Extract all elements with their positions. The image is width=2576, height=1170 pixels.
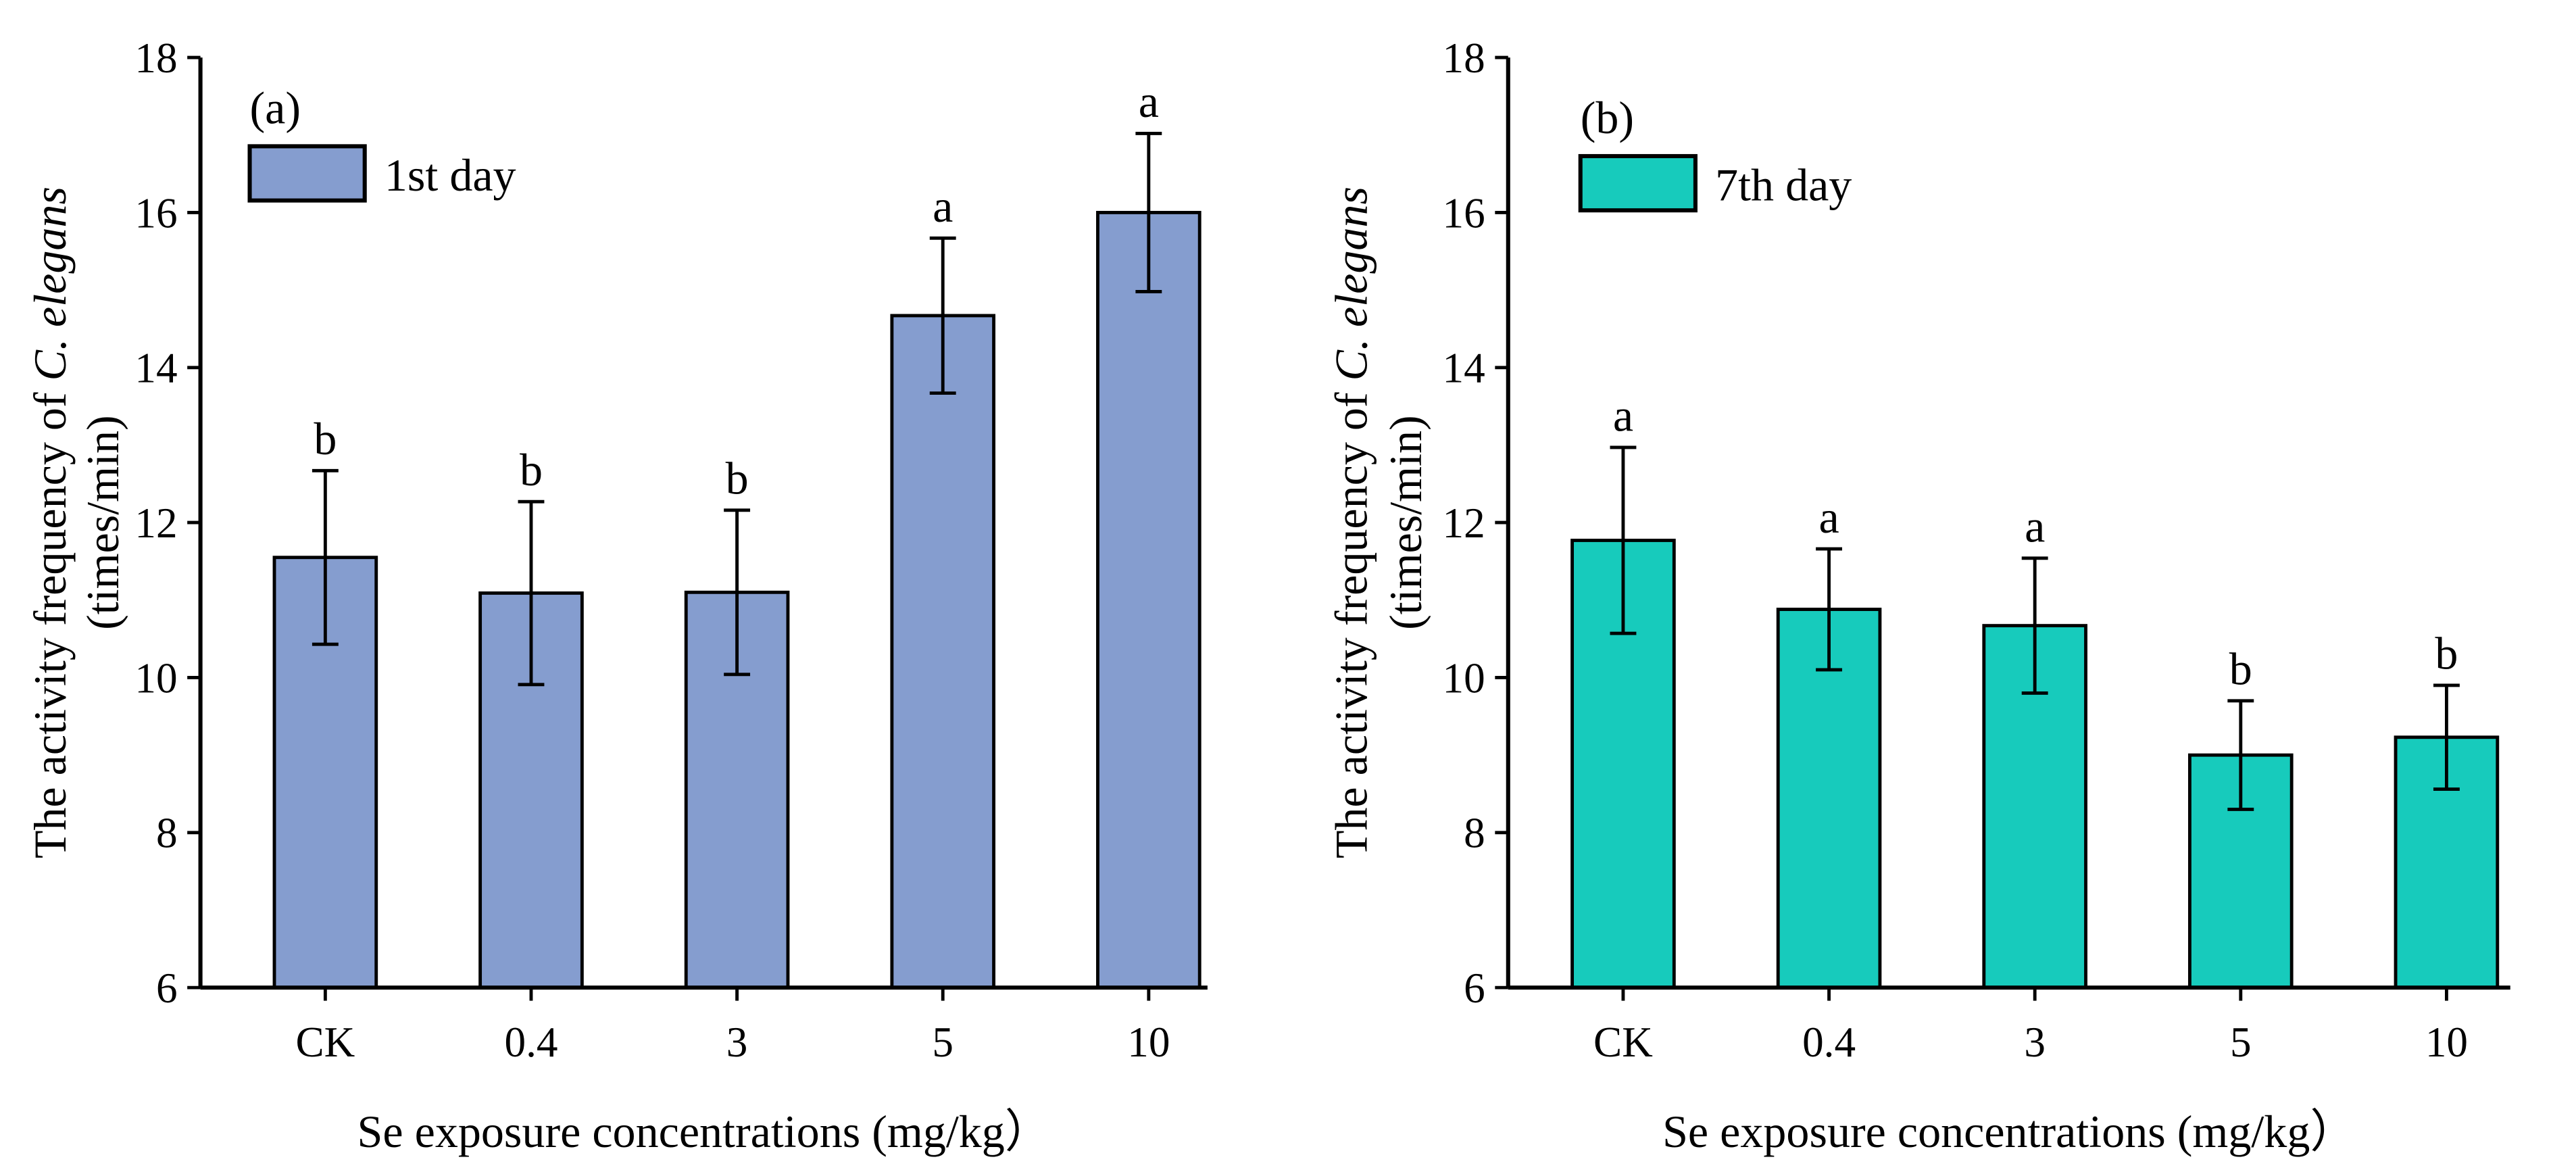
significance-label: b <box>314 413 337 464</box>
y-axis-label-line1: The activity frequency of C. elegans <box>24 187 76 858</box>
y-tick-label: 18 <box>134 34 177 82</box>
y-tick-label: 10 <box>1443 654 1485 702</box>
legend-label: 7th day <box>1715 160 1852 211</box>
x-tick-label: CK <box>1593 1019 1653 1066</box>
significance-label: a <box>933 180 953 232</box>
y-tick-label: 8 <box>1464 810 1485 857</box>
y-axis-label-line2: (times/min) <box>1380 415 1431 630</box>
significance-label: b <box>520 444 543 495</box>
x-tick-label: 5 <box>2230 1019 2252 1066</box>
x-tick-label: 5 <box>932 1019 953 1066</box>
y-axis-label-line1: The activity frequency of C. elegans <box>1326 187 1377 858</box>
significance-label: a <box>2025 501 2045 552</box>
y-tick-label: 10 <box>134 654 177 702</box>
y-axis-label-line2: (times/min) <box>77 415 128 630</box>
x-tick-label: 3 <box>2024 1019 2046 1066</box>
x-tick-label: 0.4 <box>1802 1019 1856 1066</box>
x-tick-label: 0.4 <box>504 1019 558 1066</box>
panel-label: (b) <box>1581 92 1634 143</box>
x-axis-label: Se exposure concentrations (mg/kg） <box>1662 1106 2356 1157</box>
bar-0.4 <box>1776 608 1882 990</box>
y-tick-label: 16 <box>1443 189 1485 237</box>
y-axis-label-prefix: The activity frequency of <box>24 381 76 858</box>
y-tick-label: 6 <box>156 965 178 1012</box>
y-tick-label: 12 <box>134 499 177 547</box>
significance-label: b <box>726 452 749 504</box>
x-tick-label: 10 <box>2425 1019 2468 1066</box>
y-axis-label-prefix: The activity frequency of <box>1326 381 1377 858</box>
y-tick-label: 8 <box>156 810 178 857</box>
panel-label: (a) <box>250 82 301 133</box>
y-tick-label: 6 <box>1464 965 1485 1012</box>
x-tick-label: 10 <box>1127 1019 1170 1066</box>
y-tick-label: 12 <box>1443 499 1485 547</box>
legend-swatch <box>1578 153 1698 213</box>
y-tick-label: 18 <box>1443 34 1485 82</box>
significance-label: a <box>1613 390 1633 441</box>
significance-label: b <box>2229 643 2252 695</box>
y-axis-label-species: C. elegans <box>1326 187 1377 381</box>
y-axis-label-species: C. elegans <box>24 187 76 381</box>
bar-10 <box>1096 211 1202 990</box>
significance-label: a <box>1139 76 1159 127</box>
legend-label: 1st day <box>385 149 516 201</box>
significance-label: b <box>2435 628 2458 679</box>
chart-panel-a: b CK b 0.4 b 3 a 5 a 10 6 8 10 12 14 16 18 Se exposure co… <box>24 34 1208 1157</box>
y-tick-label: 14 <box>1443 345 1485 392</box>
y-tick-label: 16 <box>134 189 177 237</box>
significance-label: a <box>1818 491 1839 543</box>
x-axis-label: Se exposure concentrations (mg/kg） <box>357 1106 1051 1157</box>
x-tick-label: CK <box>295 1019 355 1066</box>
chart-panel-b: a CK a 0.4 a 3 b 5 b 10 6 8 10 12 14 16 18 Se exposure co… <box>1326 34 2510 1157</box>
bar-5 <box>890 314 996 990</box>
x-tick-label: 3 <box>726 1019 748 1066</box>
y-tick-label: 14 <box>134 345 177 392</box>
legend-swatch <box>247 144 367 203</box>
